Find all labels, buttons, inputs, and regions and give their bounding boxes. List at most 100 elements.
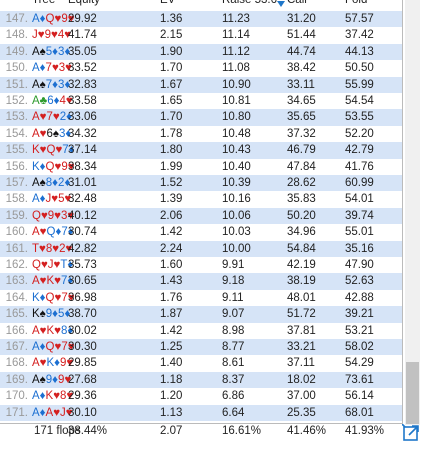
card: 2♥ [59, 242, 73, 255]
raise-cell: 11.12 [222, 45, 250, 58]
call-cell: 51.44 [287, 29, 316, 42]
raise-cell: 9.91 [222, 259, 245, 271]
card: 8♥ [45, 242, 60, 255]
row-index: 151. [5, 78, 28, 91]
card: 7♦ [62, 144, 75, 157]
card: 2♦ [58, 177, 71, 189]
ev-cell: 1.40 [160, 357, 183, 370]
card: Q♥ [32, 259, 48, 271]
raise-cell: 10.06 [222, 209, 251, 222]
flop-cards: A♥K♥7♦ [32, 273, 73, 289]
card: A♠ [32, 177, 46, 189]
fold-cell: 60.99 [345, 177, 374, 189]
scroll-thumb[interactable] [406, 362, 419, 424]
fold-cell: 44.13 [345, 45, 374, 58]
row-index: 170. [5, 390, 28, 403]
fold-cell: 68.01 [345, 406, 374, 419]
table-border [0, 0, 403, 424]
table-row: 154. A♥6♠3♦ 34.32 1.78 10.48 37.32 52.20 [0, 126, 402, 142]
card: 2♦ [59, 111, 72, 124]
flop-cards: A♥6♠3♦ [32, 126, 71, 142]
row-index: 160. [5, 226, 28, 239]
ev-cell: 1.18 [160, 373, 183, 386]
card: K♦ [32, 291, 46, 304]
flop-cards: A♠5♦3♦ [32, 44, 70, 60]
equity-cell: 29.85 [68, 357, 97, 370]
flop-cards: K♥Q♥7♦ [32, 142, 75, 158]
ev-cell: 1.52 [160, 177, 183, 189]
equity-cell: 38.34 [68, 160, 97, 173]
scrollbar[interactable] [405, 0, 420, 425]
card: T♥ [32, 242, 46, 255]
card: 3♥ [61, 209, 75, 222]
card: 8♥ [60, 390, 74, 403]
column-header: Raise 53.6 [222, 0, 277, 6]
ev-cell: 1.80 [160, 144, 183, 157]
ev-cell: 1.76 [160, 291, 183, 304]
equity-cell: 37.14 [68, 144, 97, 157]
ev-cell: 1.39 [160, 193, 183, 206]
fold-cell: 53.55 [345, 111, 374, 124]
raise-cell: 11.08 [222, 62, 250, 75]
table-row: 159. Q♥9♥3♥ 40.12 2.06 10.06 50.20 39.74 [0, 207, 402, 225]
raise-cell: 10.48 [222, 127, 251, 140]
call-cell: 38.19 [287, 275, 316, 288]
raise-cell: 8.98 [222, 324, 245, 337]
equity-cell: 32.48 [68, 193, 97, 206]
row-index: 152. [5, 95, 28, 107]
row-index: 164. [5, 291, 28, 304]
table-row: 157. A♠8♦2♦ 31.01 1.52 10.39 28.62 60.99 [0, 175, 402, 192]
card: A♠ [32, 373, 46, 386]
card: Q♥ [45, 291, 62, 304]
flop-cards: A♥K♥8♦ [32, 323, 73, 339]
table-row: 163. A♥K♥7♦ 30.65 1.43 9.18 38.19 52.63 [0, 273, 402, 290]
card: 9♥ [61, 13, 75, 25]
raise-cell: 10.81 [222, 95, 251, 107]
fold-cell: 41.76 [345, 160, 374, 173]
raise-cell: 10.90 [222, 78, 251, 91]
card: J♥ [32, 29, 45, 42]
card: 7♦ [45, 78, 59, 91]
row-index: 159. [5, 209, 28, 222]
flop-cards: T♥8♥2♥ [32, 241, 72, 257]
sort-arrow[interactable] [277, 1, 285, 7]
expand-icon[interactable] [402, 424, 420, 442]
card: 5♥ [58, 193, 72, 206]
call-cell: 48.01 [287, 291, 316, 304]
equity-cell: 31.01 [68, 177, 97, 189]
card: K♠ [32, 308, 46, 321]
equity-cell: 36.98 [68, 291, 97, 304]
table-row: 168. A♥K♦9♥ 29.85 1.40 8.61 37.11 54.29 [0, 355, 402, 371]
call-cell: 31.20 [287, 13, 316, 25]
card: 3♦ [58, 78, 71, 91]
card: K♥ [45, 390, 61, 403]
table-row: 161. T♥8♥2♥ 42.82 2.24 10.00 54.84 35.16 [0, 240, 402, 257]
card: A♦ [32, 341, 46, 353]
row-index: 155. [5, 144, 28, 157]
raise-total: 16.61% [222, 425, 262, 437]
flop-cards: Q♥9♥3♥ [32, 208, 74, 224]
table-row: 169. A♠9♦9♥ 27.68 1.18 8.37 18.02 73.61 [0, 371, 402, 389]
equity-cell: 27.68 [68, 373, 97, 386]
fold-cell: 50.50 [345, 62, 374, 75]
flop-cards: J♥9♥4♥ [32, 27, 71, 43]
card: J♥ [47, 259, 61, 271]
flop-cards: A♠7♦3♦ [32, 77, 70, 93]
fold-cell: 54.29 [345, 357, 374, 370]
fold-cell: 42.79 [345, 144, 374, 157]
ev-cell: 1.87 [160, 308, 183, 321]
card: 8♦ [45, 177, 59, 189]
card: K♦ [32, 160, 46, 173]
table-row: 148. J♥9♥4♥ 41.74 2.15 11.14 51.44 37.42 [0, 27, 402, 43]
flop-cards: A♦A♥J♥ [32, 405, 73, 421]
equity-cell: 32.83 [68, 78, 97, 91]
flop-cards: A♥7♥2♦ [32, 109, 72, 125]
card: A♦ [32, 13, 46, 25]
equity-cell: 35.73 [68, 259, 97, 271]
call-cell: 34.96 [287, 226, 316, 239]
card: 9♥ [44, 29, 58, 42]
footer-label: 171 flops [34, 425, 81, 437]
raise-cell: 8.37 [222, 373, 245, 386]
flop-cards: A♦Q♥9♥ [32, 11, 75, 27]
ev-total: 2.07 [160, 425, 183, 437]
